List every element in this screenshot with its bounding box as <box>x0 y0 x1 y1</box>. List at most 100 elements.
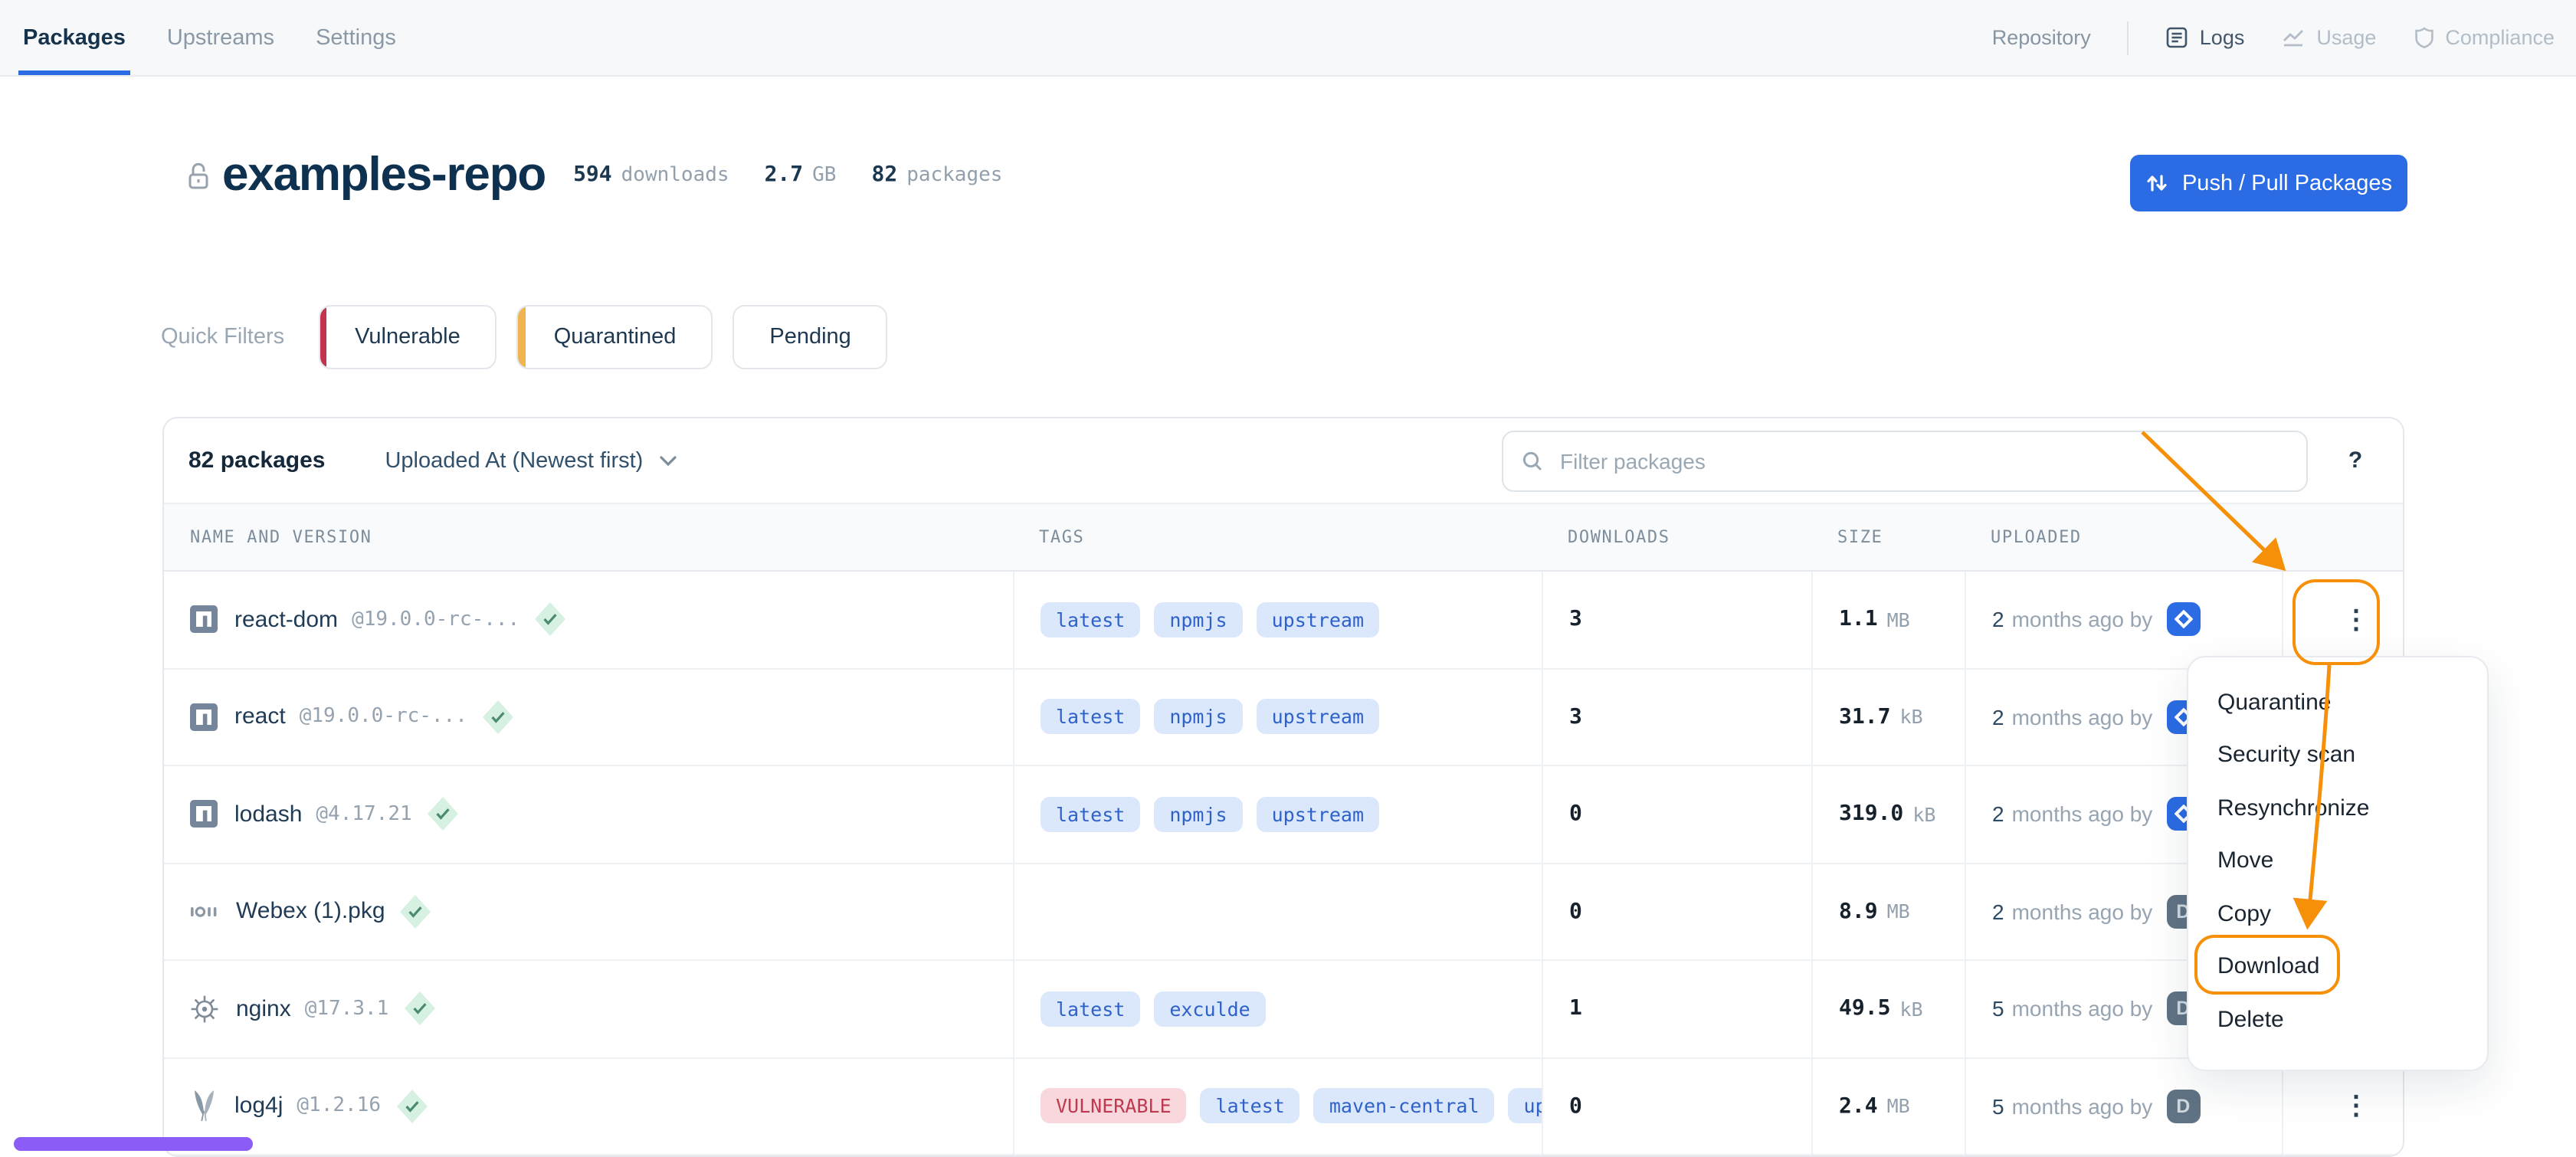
menu-item-copy[interactable]: Copy <box>2217 900 2272 927</box>
downloads-value: 0 <box>1569 801 1582 827</box>
nav-link-repository[interactable]: Repository <box>1992 26 2091 49</box>
tag-pill[interactable]: latest <box>1200 1088 1300 1124</box>
sort-dropdown[interactable]: Uploaded At (Newest first) <box>385 448 677 473</box>
downloads-cell: 0 <box>1542 1058 1811 1154</box>
package-name-link[interactable]: log4j <box>234 1093 283 1119</box>
menu-item-move[interactable]: Move <box>2217 847 2274 874</box>
column-header-downloads: DOWNLOADS <box>1568 527 1670 547</box>
push-pull-packages-button[interactable]: Push / Pull Packages <box>2130 155 2407 211</box>
uploaded-value: 5 <box>1992 1093 2004 1119</box>
help-button[interactable]: ? <box>2348 447 2363 474</box>
page-title: examples-repo <box>222 147 546 201</box>
name-cell: react @19.0.0-rc-... <box>164 669 1013 765</box>
nav-link-compliance-label: Compliance <box>2445 26 2555 49</box>
package-version: @19.0.0-rc-... <box>352 608 520 631</box>
tag-pill[interactable]: latest <box>1041 991 1141 1027</box>
size-cell: 8.9 MB <box>1811 864 1965 959</box>
size-unit: MB <box>1886 900 1910 923</box>
tag-pill[interactable]: upstr <box>1508 1088 1542 1124</box>
logs-icon <box>2166 26 2189 49</box>
filter-pending-button[interactable]: Pending <box>732 305 888 369</box>
tag-pill[interactable]: npmjs <box>1154 601 1243 637</box>
menu-item-security-scan[interactable]: Security scan <box>2217 742 2356 769</box>
menu-item-download[interactable]: Download <box>2217 953 2320 980</box>
vulnerable-tag-pill[interactable]: VULNERABLE <box>1041 1088 1187 1124</box>
tags-cell: latest npmjs upstream <box>1013 572 1542 667</box>
stat-packages-unit: packages <box>906 164 1003 187</box>
package-name-link[interactable]: lodash <box>234 801 303 828</box>
downloads-cell: 1 <box>1542 961 1811 1057</box>
chevron-down-icon <box>658 454 677 467</box>
package-version: @17.3.1 <box>304 997 389 1021</box>
row-actions-kebab[interactable]: ⋮ <box>2328 1081 2384 1132</box>
size-unit: kB <box>1912 802 1936 826</box>
uploaded-value: 2 <box>1992 704 2004 729</box>
compliance-icon <box>2413 26 2434 49</box>
filter-packages-input[interactable] <box>1557 447 2288 474</box>
tag-pill[interactable]: upstream <box>1256 601 1380 637</box>
uploaded-value: 2 <box>1992 801 2004 827</box>
cloudsmith-logo-avatar[interactable] <box>2166 602 2201 637</box>
tag-pill[interactable]: npmjs <box>1154 796 1243 832</box>
column-header-uploaded: UPLOADED <box>1991 527 2082 547</box>
size-cell: 1.1 MB <box>1811 572 1965 667</box>
verified-check-icon <box>535 602 566 637</box>
package-name-link[interactable]: react-dom <box>234 606 339 633</box>
package-name-link[interactable]: nginx <box>236 995 291 1022</box>
tag-pill[interactable]: upstream <box>1256 796 1380 832</box>
stat-packages-value: 82 <box>871 162 898 187</box>
verified-check-icon <box>396 1089 427 1123</box>
menu-item-quarantine[interactable]: Quarantine <box>2217 689 2332 716</box>
nav-link-compliance[interactable]: Compliance <box>2413 26 2555 49</box>
name-cell: Webex (1).pkg <box>164 864 1013 959</box>
package-name-link[interactable]: Webex (1).pkg <box>236 898 385 925</box>
nav-link-usage[interactable]: Usage <box>2281 26 2376 49</box>
search-icon <box>1522 450 1543 471</box>
package-version: @4.17.21 <box>316 802 412 826</box>
nav-link-logs-label: Logs <box>2199 26 2245 49</box>
menu-item-resynchronize[interactable]: Resynchronize <box>2217 795 2370 821</box>
package-count: 82 packages <box>188 447 326 474</box>
filter-vulnerable-button[interactable]: Vulnerable <box>318 305 497 369</box>
package-name-link[interactable]: react <box>234 703 286 730</box>
stat-packages: 82 packages <box>871 162 1002 187</box>
nav-link-repository-label: Repository <box>1991 26 2091 49</box>
tag-pill[interactable]: latest <box>1041 796 1141 832</box>
tag-pill[interactable]: maven-central <box>1313 1088 1495 1124</box>
tab-packages[interactable]: Packages <box>18 0 130 75</box>
filter-quarantined-button[interactable]: Quarantined <box>516 305 713 369</box>
table-row: react @19.0.0-rc-... latest npmjs upstre… <box>164 669 2403 766</box>
tag-pill[interactable]: exculde <box>1154 991 1266 1027</box>
tag-pill[interactable]: latest <box>1041 601 1141 637</box>
nav-link-logs[interactable]: Logs <box>2166 26 2245 49</box>
size-unit: kB <box>1899 997 1923 1021</box>
row-actions-kebab[interactable]: ⋮ <box>2328 595 2384 645</box>
table-header-row: NAME AND VERSION TAGS DOWNLOADS SIZE UPL… <box>164 503 2403 572</box>
uploaded-text: months ago by <box>2011 801 2153 827</box>
tag-pill[interactable]: upstream <box>1256 699 1380 735</box>
push-pull-label: Push / Pull Packages <box>2181 171 2393 195</box>
name-cell: lodash @4.17.21 <box>164 766 1013 862</box>
tag-pill[interactable]: latest <box>1041 699 1141 735</box>
actions-cell: ⋮ <box>2282 572 2403 667</box>
stat-size: 2.7 GB <box>765 162 837 187</box>
row-actions-context-menu: Quarantine Security scan Resynchronize M… <box>2187 656 2489 1071</box>
repo-header: examples-repo 594 downloads 2.7 GB 82 packa… <box>185 147 1002 202</box>
annotation-download-highlight-ring <box>2194 935 2340 995</box>
tab-upstreams[interactable]: Upstreams <box>167 0 274 75</box>
menu-item-delete[interactable]: Delete <box>2217 1006 2284 1033</box>
size-value: 2.4 <box>1839 1093 1878 1119</box>
uploaded-text: months ago by <box>2011 996 2153 1021</box>
column-header-tags: TAGS <box>1039 527 1085 547</box>
stat-size-unit: GB <box>812 164 837 187</box>
d-avatar[interactable]: D <box>2166 1089 2201 1123</box>
verified-check-icon <box>404 991 435 1026</box>
tab-settings[interactable]: Settings <box>316 0 396 75</box>
nav-link-usage-label: Usage <box>2316 26 2377 49</box>
nav-divider <box>2127 21 2129 54</box>
size-value: 1.1 <box>1839 607 1878 632</box>
size-value: 319.0 <box>1839 801 1904 827</box>
tag-pill[interactable]: npmjs <box>1154 699 1243 735</box>
